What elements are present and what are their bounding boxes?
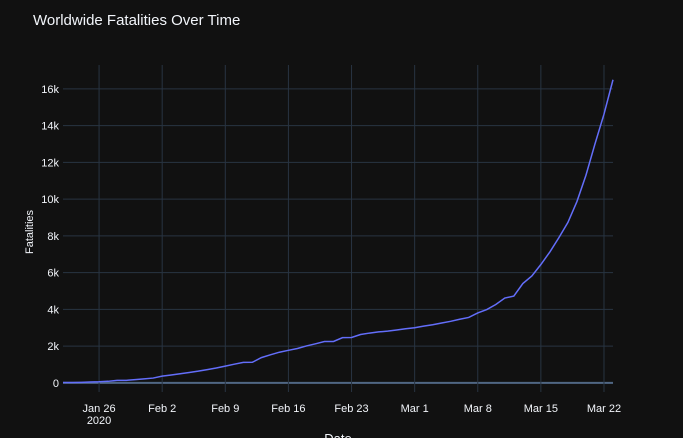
y-tick-label: 12k — [41, 157, 59, 169]
y-tick-label: 6k — [47, 268, 59, 280]
x-tick-label: Feb 2 — [148, 403, 176, 415]
y-tick-label: 14k — [41, 121, 59, 133]
x-tick-label: Feb 16 — [271, 403, 305, 415]
x-tick-label: Mar 15 — [524, 403, 558, 415]
y-axis-label: Fatalities — [24, 209, 36, 254]
y-tick-label: 4k — [47, 304, 59, 316]
chart-title: Worldwide Fatalities Over Time — [33, 12, 240, 29]
y-tick-label: 10k — [41, 194, 59, 206]
x-tick-label: Mar 22 — [587, 403, 621, 415]
y-tick-label: 2k — [47, 341, 59, 353]
y-tick-label: 16k — [41, 84, 59, 96]
y-tick-label: 8k — [47, 231, 59, 243]
x-tick-label: Mar 1 — [401, 403, 429, 415]
x-year-label: 2020 — [87, 415, 111, 427]
x-tick-label: Feb 9 — [211, 403, 239, 415]
x-tick-label: Feb 23 — [334, 403, 368, 415]
x-tick-label: Mar 8 — [464, 403, 492, 415]
y-tick-label: 0 — [53, 378, 59, 390]
x-axis-label: Date — [324, 431, 351, 438]
x-tick-label: Jan 26 — [83, 403, 116, 415]
data-line — [62, 79, 614, 384]
